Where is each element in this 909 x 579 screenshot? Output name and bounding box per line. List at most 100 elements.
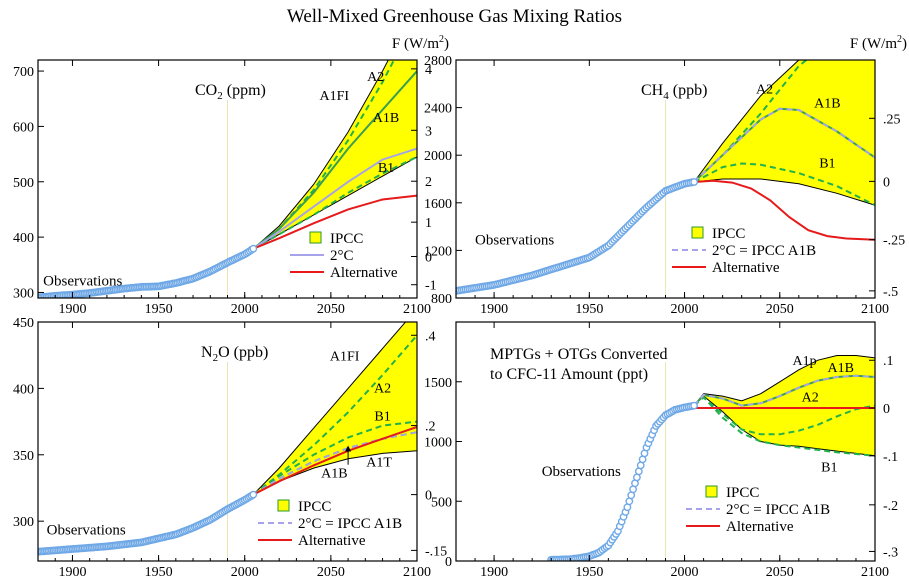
y-tick-label: 400 — [13, 231, 34, 246]
x-tick-label: 1900 — [58, 565, 86, 579]
observations-label: Observations — [475, 232, 554, 248]
scenario-label: A2 — [367, 70, 384, 85]
x-tick-label: 2000 — [671, 565, 699, 579]
x-tick-label: 1900 — [480, 302, 508, 317]
scenario-label: A1FI — [320, 89, 350, 104]
y-tick-label: 0 — [445, 555, 452, 570]
scenario-label: B1 — [378, 161, 394, 176]
x-tick-label: 2100 — [403, 565, 431, 579]
panel-title: MPTGs + OTGs Converted — [490, 346, 667, 363]
x-tick-label: 2050 — [317, 302, 345, 317]
right-tick-label: 0 — [883, 175, 890, 190]
y-tick-label: 2000 — [424, 149, 452, 164]
right-tick-label: .4 — [425, 329, 436, 344]
x-tick-label: 1950 — [145, 302, 173, 317]
y-tick-label: 1000 — [424, 436, 452, 451]
y-tick-label: 350 — [13, 449, 34, 464]
right-tick-label: -.1 — [883, 450, 898, 465]
x-tick-label: 1900 — [58, 302, 86, 317]
right-axis-title-main: F (W/m — [392, 36, 439, 52]
right-tick-label: 2 — [425, 175, 432, 190]
y-tick-label: 500 — [13, 176, 34, 191]
x-tick-label: 2100 — [861, 565, 889, 579]
legend-two-degree-label: 2°C = IPCC A1B — [298, 516, 402, 532]
x-tick-label: 2050 — [766, 302, 794, 317]
right-tick-label: .2 — [425, 420, 436, 435]
scenario-label: A2 — [374, 381, 391, 396]
panel-title: CO2 (ppm) — [195, 82, 266, 102]
right-tick-label: .25 — [883, 112, 901, 127]
observations-label: Observations — [542, 464, 621, 480]
x-tick-label: 2000 — [231, 565, 259, 579]
observation-point — [691, 179, 697, 185]
panel-title-suffix: (ppm) — [223, 82, 266, 99]
x-tick-label: 2000 — [671, 302, 699, 317]
right-tick-label: -.2 — [883, 499, 898, 514]
y-tick-label: 500 — [431, 495, 452, 510]
x-tick-label: 1950 — [575, 302, 603, 317]
y-tick-label: 300 — [13, 286, 34, 301]
scenario-label: B1 — [819, 157, 835, 172]
ipcc-band — [694, 24, 875, 205]
scenario-label: A1T — [366, 456, 392, 471]
panel-n2o: 1900 1950 2000 2050 2100 300 350 400 450 -.15 0 .2.… — [13, 309, 447, 579]
observation-point — [250, 246, 256, 252]
right-tick-label: -.5 — [883, 285, 898, 300]
legend-alternative-label: Alternative — [330, 265, 398, 281]
legend-ipcc-label: IPCC — [298, 499, 331, 515]
legend-ipcc-swatch — [310, 232, 321, 243]
right-tick-label: 3 — [425, 124, 432, 139]
scenario-label: B1 — [821, 460, 837, 475]
scenario-label: A1FI — [330, 350, 360, 365]
observations-label: Observations — [47, 522, 126, 538]
scenario-label: B1 — [374, 409, 390, 424]
y-tick-label: 1500 — [424, 376, 452, 391]
y-tick-label: 700 — [13, 65, 34, 80]
right-tick-label: 0 — [883, 402, 890, 417]
right-axis-title-end: ) — [902, 36, 907, 52]
panel-title-line2: to CFC-11 Amount (ppt) — [490, 366, 648, 383]
panel-title-main: MPTGs + OTGs Converted — [490, 346, 667, 363]
y-tick-label: 600 — [13, 120, 34, 135]
scenario-label: A2 — [802, 390, 819, 405]
scenario-label: A1B — [827, 361, 853, 376]
right-axis-title: F (W/m2) — [392, 34, 449, 52]
legend-ipcc-label: IPCC — [330, 231, 363, 247]
y-tick-label: 400 — [13, 382, 34, 397]
x-tick-label: 2050 — [317, 565, 345, 579]
x-tick-label: 2100 — [403, 302, 431, 317]
legend-ipcc-label: IPCC — [726, 485, 759, 501]
plot-area — [35, 5, 417, 301]
y-tick-label: 800 — [431, 292, 452, 307]
scenario-label: A1B — [321, 466, 347, 481]
panel-mptg: 1900 1950 2000 2050 2100050010001500-.3-.2-.… — [424, 322, 898, 579]
legend-two-degree-label: 2°C — [330, 248, 354, 264]
y-tick-label: 2400 — [424, 102, 452, 117]
x-tick-label: 2050 — [766, 565, 794, 579]
right-axis-title-main: F (W/m — [850, 36, 897, 52]
right-tick-label: .1 — [883, 354, 894, 369]
panel-title: CH4 (ppb) — [641, 82, 707, 102]
right-tick-label: -.3 — [883, 545, 898, 560]
panel-co2: 1900 1950 2000 2050 2100300400500600700-1012… — [13, 5, 449, 317]
panel-title-main: CO — [195, 82, 217, 99]
x-tick-label: 1950 — [575, 565, 603, 579]
legend-ipcc-swatch — [692, 227, 703, 238]
legend-ipcc-swatch — [706, 486, 717, 497]
right-tick-label: 1 — [425, 216, 432, 231]
panel-title-suffix: (ppb) — [669, 82, 708, 99]
panel-title-suffix: O (ppb) — [218, 344, 268, 361]
right-axis-title-end: ) — [444, 36, 449, 52]
plot-area — [548, 356, 875, 564]
y-tick-label: 1200 — [424, 244, 452, 259]
y-tick-label: 450 — [13, 316, 34, 331]
y-tick-label: 1600 — [424, 197, 452, 212]
legend-alternative-label: Alternative — [712, 260, 780, 276]
observations-label: Observations — [43, 273, 122, 289]
observation-point — [250, 491, 256, 497]
legend-ipcc-label: IPCC — [712, 226, 745, 242]
x-tick-label: 2100 — [861, 302, 889, 317]
